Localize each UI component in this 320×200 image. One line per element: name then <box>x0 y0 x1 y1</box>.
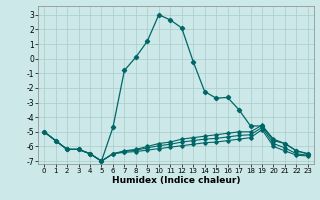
X-axis label: Humidex (Indice chaleur): Humidex (Indice chaleur) <box>112 176 240 185</box>
